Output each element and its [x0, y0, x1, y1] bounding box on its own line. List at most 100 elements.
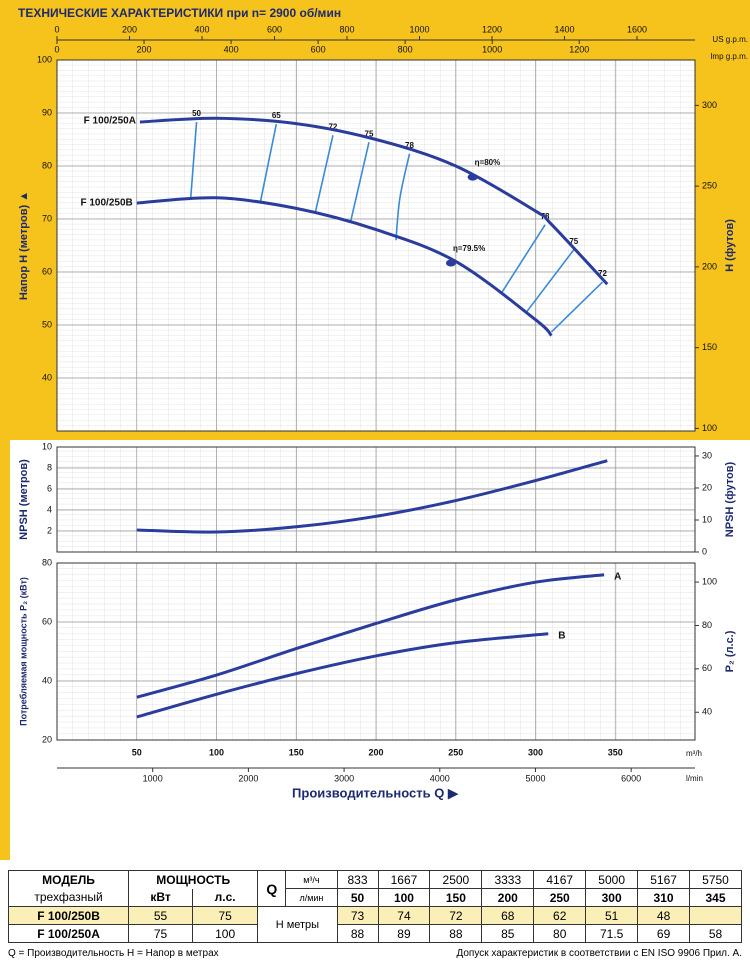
efficiency-point: [445, 259, 456, 267]
table-cell: 1667: [377, 870, 431, 889]
top-axis-tick-label: 1200: [569, 44, 589, 54]
top-axis-tick-label: 1000: [409, 24, 429, 34]
y2-tick-label: 80: [702, 620, 712, 630]
top-axis-tick-label: 800: [398, 44, 413, 54]
footer-left: Q = Производительность Н = Напор в метра…: [8, 948, 219, 959]
table-cell: 3333: [481, 870, 535, 889]
table-cell: 50: [336, 888, 379, 907]
lmin-axis-label: l/min: [686, 774, 703, 783]
y-axis-label: Напор Н (метров) ▲: [18, 191, 30, 300]
y-tick-label: 50: [42, 319, 52, 329]
efficiency-label: 78: [405, 141, 414, 150]
x-axis-title: Производительность Q ▶: [292, 785, 459, 800]
x-tick-label: 200: [368, 747, 383, 757]
series-line: [139, 116, 609, 286]
table-cell: МОДЕЛЬ: [7, 870, 130, 889]
y-axis-label: Потребляемая мощность P₂ (кВт): [18, 577, 28, 726]
table-cell: 150: [429, 888, 483, 907]
y-tick-label: 2: [47, 525, 52, 535]
lmin-tick-label: 3000: [334, 773, 354, 783]
y2-tick-label: 40: [702, 707, 712, 717]
table-cell: 72: [429, 906, 483, 925]
y-tick-label: 70: [42, 213, 52, 223]
table-cell: 55: [128, 906, 193, 925]
series-line: [136, 573, 605, 699]
y2-tick-label: 60: [702, 663, 712, 673]
table-cell: 345: [689, 888, 742, 907]
efficiency-label: 65: [272, 111, 281, 120]
title: ТЕХНИЧЕСКИЕ ХАРАКТЕРИСТИКИ при n= 2900 о…: [18, 6, 341, 20]
y-tick-label: 60: [42, 616, 52, 626]
lmin-tick-label: 1000: [143, 773, 163, 783]
table-cell: Н метры: [257, 906, 338, 943]
y2-tick-label: 300: [702, 100, 717, 110]
y2-axis-label: P₂ (л.с.): [724, 630, 736, 672]
top-axis-tick-label: 200: [137, 44, 152, 54]
y-tick-label: 100: [37, 54, 52, 64]
series-label: A: [614, 571, 621, 582]
y2-tick-label: 150: [702, 342, 717, 352]
table-cell: 75: [128, 924, 193, 943]
efficiency-label: 50: [192, 109, 201, 118]
table-cell: МОЩНОСТЬ: [128, 870, 259, 889]
plot-frame: [56, 562, 696, 741]
y-tick-label: 40: [42, 372, 52, 382]
y-tick-label: 20: [42, 734, 52, 744]
efficiency-label: 75: [569, 237, 578, 246]
efficiency-line: [259, 123, 278, 203]
lmin-tick-label: 5000: [525, 773, 545, 783]
table-cell: 74: [377, 906, 431, 925]
y-tick-label: 60: [42, 266, 52, 276]
top-axis-label: Imp g.p.m.: [710, 52, 748, 61]
top-axis-tick-label: 200: [122, 24, 137, 34]
y2-tick-label: 20: [702, 482, 712, 492]
top-axis-tick-label: 1000: [482, 44, 502, 54]
table-cell: 89: [377, 924, 431, 943]
efficiency-label: 72: [598, 269, 607, 278]
efficiency-label: 72: [328, 122, 337, 131]
top-axis-label: US g.p.m.: [712, 35, 748, 44]
y-tick-label: 10: [42, 441, 52, 451]
table-cell: 69: [637, 924, 691, 943]
table-cell: 73: [336, 906, 379, 925]
series-line: [136, 632, 549, 719]
efficiency-point-label: η=80%: [475, 158, 501, 167]
x-tick-label: 300: [528, 747, 543, 757]
y2-tick-label: 100: [702, 423, 717, 433]
table-cell: 2500: [429, 870, 483, 889]
table-cell: кВт: [128, 888, 193, 907]
footer-right: Допуск характеристик в соответствии с EN…: [456, 948, 742, 959]
efficiency-line: [189, 121, 198, 199]
series-line: [136, 196, 553, 337]
y2-tick-label: 10: [702, 514, 712, 524]
x-tick-label: 50: [132, 747, 142, 757]
table-cell: 88: [336, 924, 379, 943]
y-tick-label: 4: [47, 504, 52, 514]
x-tick-label: 100: [209, 747, 224, 757]
table-cell: 80: [533, 924, 587, 943]
table-cell: 833: [336, 870, 379, 889]
efficiency-line: [550, 281, 604, 333]
efficiency-label: 75: [365, 129, 374, 138]
x-tick-label: 150: [289, 747, 304, 757]
top-axis-tick-label: 0: [54, 44, 59, 54]
efficiency-line: [501, 224, 546, 293]
table-cell: 88: [429, 924, 483, 943]
x-unit-label: m³/h: [686, 749, 702, 758]
plot-frame: [56, 59, 696, 432]
y-tick-label: 6: [47, 483, 52, 493]
y-axis-label: NPSH (метров): [18, 459, 30, 540]
top-axis-tick-label: 1200: [482, 24, 502, 34]
table-cell: л/мин: [285, 888, 338, 907]
top-axis-tick-label: 1400: [554, 24, 574, 34]
y2-axis-label: NPSH (футов): [724, 461, 736, 537]
y2-tick-label: 0: [702, 546, 707, 556]
y-tick-label: 80: [42, 557, 52, 567]
y2-axis-label: Н (футов): [724, 219, 736, 272]
efficiency-line: [314, 135, 334, 213]
table-cell: 5167: [637, 870, 691, 889]
table-cell: 68: [481, 906, 535, 925]
table-cell: 5000: [585, 870, 639, 889]
table-cell: 200: [481, 888, 535, 907]
